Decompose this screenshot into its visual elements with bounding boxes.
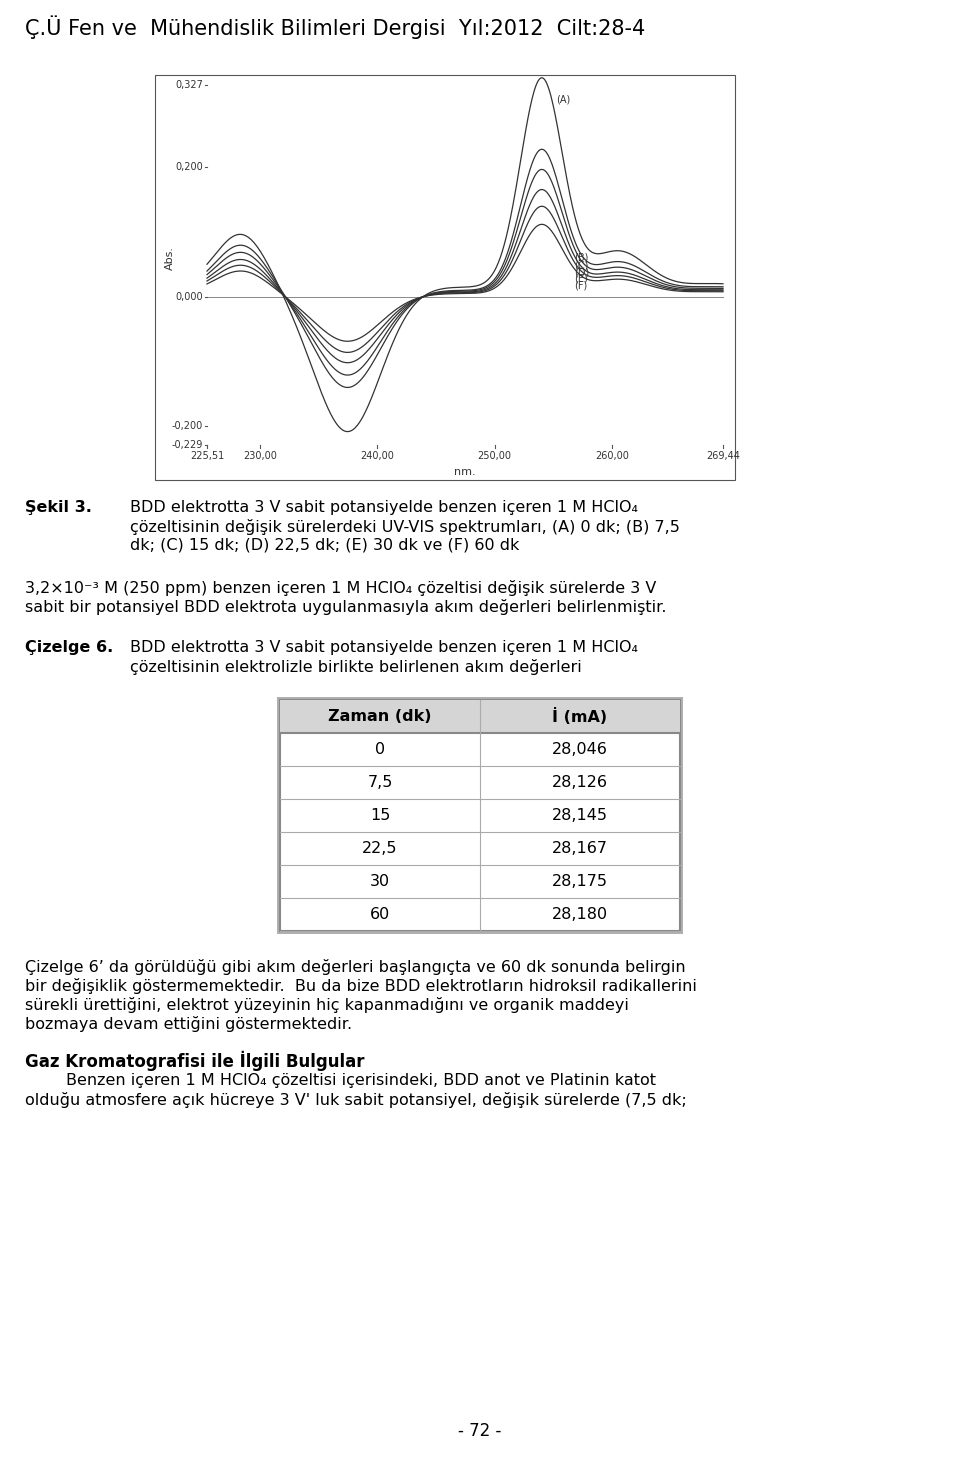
Text: BDD elektrotta 3 V sabit potansiyelde benzen içeren 1 M HClO₄: BDD elektrotta 3 V sabit potansiyelde be… <box>130 639 638 656</box>
Text: Şekil 3.: Şekil 3. <box>25 499 92 515</box>
Text: BDD elektrotta 3 V sabit potansiyelde benzen içeren 1 M HClO₄: BDD elektrotta 3 V sabit potansiyelde be… <box>130 499 638 515</box>
Text: 230,00: 230,00 <box>243 451 276 461</box>
Text: Gaz Kromatografisi ile İlgili Bulgular: Gaz Kromatografisi ile İlgili Bulgular <box>25 1051 365 1072</box>
Text: 60: 60 <box>370 907 390 923</box>
Bar <box>277 696 683 934</box>
Text: İ (mA): İ (mA) <box>552 708 608 726</box>
Text: Ç.Ü Fen ve  Mühendislik Bilimleri Dergisi  Yıl:2012  Cilt:28-4: Ç.Ü Fen ve Mühendislik Bilimleri Dergisi… <box>25 15 645 38</box>
Text: 28,180: 28,180 <box>552 907 608 923</box>
Text: -0,200: -0,200 <box>172 422 203 431</box>
Text: (C): (C) <box>574 261 588 270</box>
Text: (F): (F) <box>574 280 588 291</box>
Text: nm.: nm. <box>454 467 476 477</box>
Text: bir değişiklik göstermemektedir.  Bu da bize BDD elektrotların hidroksil radikal: bir değişiklik göstermemektedir. Bu da b… <box>25 978 697 994</box>
Text: 3,2×10⁻³ M (250 ppm) benzen içeren 1 M HClO₄ çözeltisi değişik sürelerde 3 V: 3,2×10⁻³ M (250 ppm) benzen içeren 1 M H… <box>25 580 657 596</box>
Text: 0,000: 0,000 <box>176 292 203 302</box>
Text: (E): (E) <box>574 273 588 283</box>
Text: 240,00: 240,00 <box>360 451 395 461</box>
Text: olduğu atmosfere açık hücreye 3 V' luk sabit potansiyel, değişik sürelerde (7,5 : olduğu atmosfere açık hücreye 3 V' luk s… <box>25 1092 686 1108</box>
Text: 28,126: 28,126 <box>552 775 608 790</box>
Text: -0,229: -0,229 <box>172 439 203 450</box>
Text: 28,175: 28,175 <box>552 875 608 889</box>
Text: 28,145: 28,145 <box>552 807 608 823</box>
Text: çözeltisinin elektrolizle birlikte belirlenen akım değerleri: çözeltisinin elektrolizle birlikte belir… <box>130 658 582 675</box>
Text: 269,44: 269,44 <box>706 451 740 461</box>
Text: 7,5: 7,5 <box>368 775 393 790</box>
Text: bozmaya devam ettiğini göstermektedir.: bozmaya devam ettiğini göstermektedir. <box>25 1016 352 1032</box>
Text: 0,327: 0,327 <box>175 80 203 91</box>
Text: 28,167: 28,167 <box>552 841 608 856</box>
Text: sürekli ürettiğini, elektrot yüzeyinin hiç kapanmadığını ve organik maddeyi: sürekli ürettiğini, elektrot yüzeyinin h… <box>25 997 629 1013</box>
Text: 30: 30 <box>370 875 390 889</box>
Text: çözeltisinin değişik sürelerdeki UV-VIS spektrumları, (A) 0 dk; (B) 7,5: çözeltisinin değişik sürelerdeki UV-VIS … <box>130 518 680 534</box>
Text: (D): (D) <box>574 267 589 277</box>
Text: Çizelge 6.: Çizelge 6. <box>25 639 113 656</box>
Text: 250,00: 250,00 <box>478 451 512 461</box>
Text: 0: 0 <box>375 742 385 756</box>
Text: 225,51: 225,51 <box>190 451 224 461</box>
Text: (A): (A) <box>557 95 570 104</box>
Bar <box>280 699 680 733</box>
Text: sabit bir potansiyel BDD elektrota uygulanmasıyla akım değerleri belirlenmiştir.: sabit bir potansiyel BDD elektrota uygul… <box>25 599 666 615</box>
Text: Abs.: Abs. <box>165 245 175 270</box>
Bar <box>280 699 680 931</box>
Text: (B): (B) <box>574 253 588 263</box>
Text: 260,00: 260,00 <box>595 451 629 461</box>
Text: - 72 -: - 72 - <box>458 1422 502 1440</box>
Bar <box>155 74 735 480</box>
Text: 22,5: 22,5 <box>362 841 397 856</box>
Text: Benzen içeren 1 M HClO₄ çözeltisi içerisindeki, BDD anot ve Platinin katot: Benzen içeren 1 M HClO₄ çözeltisi içeris… <box>25 1073 656 1088</box>
Text: Çizelge 6’ da görüldüğü gibi akım değerleri başlangıçta ve 60 dk sonunda belirgi: Çizelge 6’ da görüldüğü gibi akım değerl… <box>25 959 685 975</box>
Text: dk; (C) 15 dk; (D) 22,5 dk; (E) 30 dk ve (F) 60 dk: dk; (C) 15 dk; (D) 22,5 dk; (E) 30 dk ve… <box>130 537 519 553</box>
Text: 0,200: 0,200 <box>176 162 203 172</box>
Text: 28,046: 28,046 <box>552 742 608 756</box>
Text: 15: 15 <box>370 807 390 823</box>
Text: Zaman (dk): Zaman (dk) <box>328 710 432 724</box>
